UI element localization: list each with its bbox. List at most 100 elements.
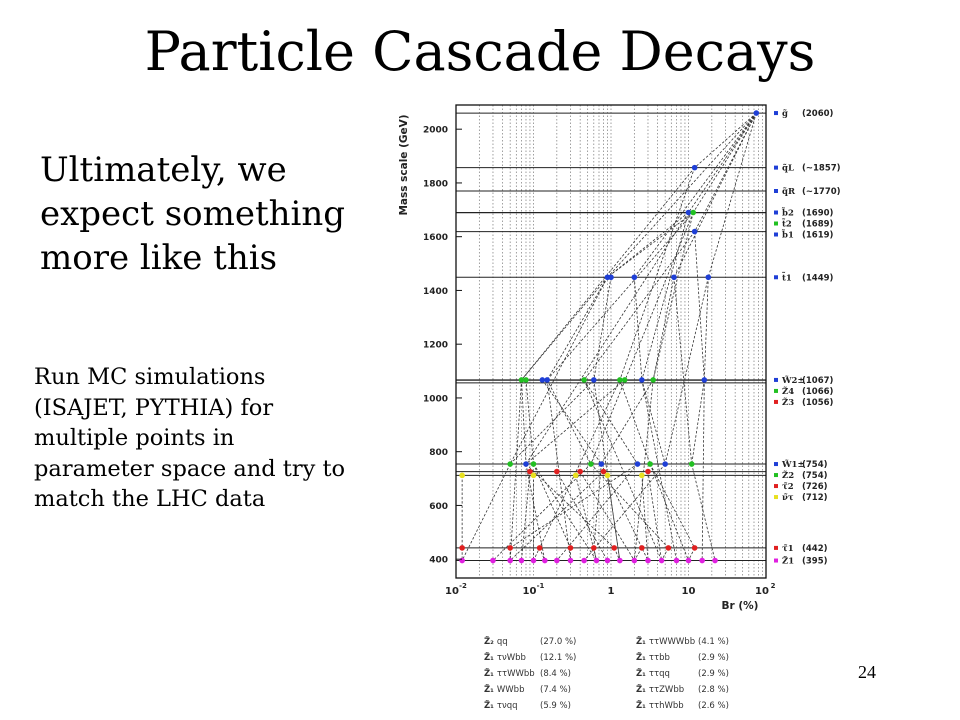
data-point (572, 472, 579, 479)
x-tick-label: 10 (523, 586, 537, 597)
y-tick-label: 1600 (423, 233, 448, 243)
decay-line (583, 231, 695, 381)
decay-line (703, 277, 709, 380)
level-marker (774, 221, 778, 226)
legend-percent: (8.4 %) (540, 669, 571, 679)
level-name: W̃2± (781, 374, 805, 386)
level-mass-label: (1066) (802, 387, 834, 397)
legend-entry: Z̃₂ qq (27.0 %) (484, 636, 576, 649)
decay-line (533, 463, 597, 561)
decay-line (607, 112, 757, 278)
decay-line (649, 463, 689, 561)
data-point (530, 472, 537, 479)
x-tick-label: 1 (608, 586, 615, 597)
level-name: b̃2 (781, 206, 793, 219)
decay-line (701, 379, 705, 561)
decay-line (600, 379, 654, 465)
decay-line (607, 475, 621, 561)
decay-line (546, 379, 592, 465)
x-tick-exponent: -1 (537, 582, 545, 590)
level-name: W̃1± (781, 459, 805, 471)
level-name: q̃R (782, 186, 796, 197)
data-point (600, 468, 607, 475)
legend-symbol: Z̃₂ (484, 637, 497, 647)
level-marker (774, 473, 778, 478)
slide-title: Particle Cascade Decays (144, 20, 816, 83)
data-point (639, 377, 645, 383)
y-axis-label: Mass scale (GeV) (398, 114, 410, 215)
data-point (507, 545, 513, 551)
decay-line (688, 112, 757, 213)
decay-line (664, 277, 709, 465)
decay-line (590, 463, 669, 549)
level-name: q̃L (782, 163, 794, 174)
level-mass-label: (442) (802, 544, 828, 554)
x-tick-label: 10 (755, 586, 769, 597)
y-tick-label: 400 (429, 556, 448, 566)
legend-entry: Z̃₁ WWbb (7.4 %) (484, 684, 571, 697)
level-marker (774, 377, 778, 382)
data-point (639, 545, 645, 551)
data-point (459, 545, 465, 551)
level-mass-label: (712) (802, 493, 828, 503)
decay-line (509, 379, 522, 561)
decay-line (525, 463, 615, 549)
level-mass-label: (1067) (802, 376, 834, 386)
data-point (631, 557, 638, 564)
level-name: Z̃1 (782, 555, 794, 567)
level-name: τ̃1 (782, 543, 794, 554)
data-point (598, 461, 605, 467)
level-name: Z̃4 (782, 385, 794, 397)
x-tick-exponent: -2 (459, 582, 467, 590)
data-point (691, 545, 698, 551)
data-point (685, 209, 692, 216)
legend-percent: (4.1 %) (698, 637, 729, 647)
level-marker (774, 210, 778, 215)
level-marker (774, 275, 778, 280)
data-point (645, 468, 651, 475)
level-marker (774, 232, 778, 237)
legend-mode: ττhWbb (648, 701, 684, 711)
level-mass-label: (2060) (802, 109, 834, 119)
legend-percent: (2.9 %) (698, 653, 729, 663)
lead-text: Ultimately, we expect something more lik… (40, 148, 380, 280)
decay-line (691, 379, 705, 465)
level-name: g̃ (782, 108, 788, 119)
legend-symbol: Z̃₁ (484, 669, 497, 679)
decay-line (533, 463, 571, 549)
body-line: multiple points in (34, 425, 235, 451)
level-mass-label: (1619) (802, 231, 834, 241)
legend-entry: Z̃₁ ττWWWbb (4.1 %) (636, 636, 729, 649)
level-mass-label: (~1857) (802, 164, 841, 174)
decay-line (600, 463, 649, 561)
decay-line (492, 463, 592, 561)
decay-line (521, 277, 608, 381)
data-point (691, 228, 698, 235)
data-point (581, 377, 587, 383)
x-axis-label: Br (%) (722, 600, 759, 612)
data-point (671, 274, 677, 281)
data-point (647, 461, 653, 467)
data-point (712, 557, 718, 564)
level-marker (774, 462, 778, 467)
data-point (544, 377, 550, 383)
body-line: Run MC simulations (34, 364, 266, 390)
decay-line (593, 464, 602, 548)
data-point (523, 377, 529, 383)
level-marker (774, 495, 778, 500)
data-point (591, 377, 597, 383)
legend-symbol: Z̃₁ (484, 685, 497, 695)
decay-line (634, 112, 757, 278)
data-point (523, 461, 529, 467)
data-point (539, 377, 546, 383)
level-mass-label: (1056) (802, 398, 834, 408)
body-line: (ISAJET, PYTHIA) for (34, 394, 274, 421)
level-mass-label: (395) (802, 557, 828, 567)
legend-entry: Z̃₁ ττqq (2.9 %) (636, 668, 729, 681)
data-point (685, 557, 692, 564)
decay-line (509, 277, 608, 465)
lead-line: expect something (40, 194, 346, 234)
data-point (530, 461, 537, 467)
decay-line (652, 277, 675, 381)
